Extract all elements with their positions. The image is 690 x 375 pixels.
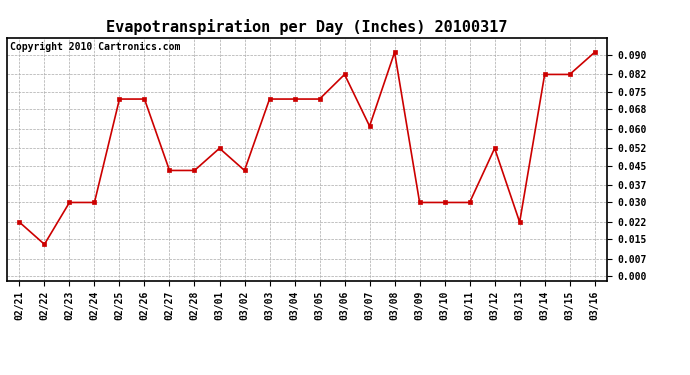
Text: Copyright 2010 Cartronics.com: Copyright 2010 Cartronics.com bbox=[10, 42, 180, 52]
Title: Evapotranspiration per Day (Inches) 20100317: Evapotranspiration per Day (Inches) 2010… bbox=[106, 19, 508, 35]
